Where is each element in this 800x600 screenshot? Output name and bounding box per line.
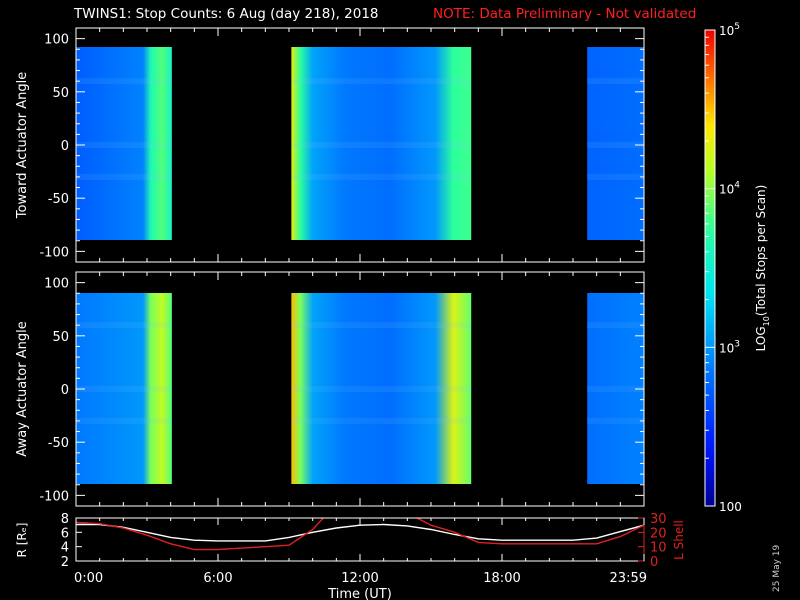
heatmap-band <box>76 386 172 392</box>
heatmap-band <box>587 78 644 85</box>
x-tick-label: 6:00 <box>203 571 232 586</box>
y-axis-label: Toward Actuator Angle <box>15 72 30 219</box>
orbit-right-tick-label: 20 <box>650 526 667 541</box>
title-note: NOTE: Data Preliminary - Not validated <box>433 6 697 22</box>
y-tick-label: 100 <box>44 33 69 48</box>
orbit-left-tick-label: 2 <box>61 555 69 570</box>
orbit-left-tick-label: 4 <box>61 541 69 556</box>
y-tick-label: 0 <box>61 383 69 398</box>
colorbar-scale <box>704 29 716 507</box>
heatmap-band <box>587 386 644 392</box>
orbit-left-tick-label: 8 <box>61 512 69 527</box>
orbit-left-tick-label: 6 <box>61 526 69 541</box>
x-tick-label: 0:00 <box>74 571 103 586</box>
colorbar: 100 103 104 105 LOG10(Total Stops per Scan) <box>704 22 771 514</box>
heatmap-segment-2 <box>291 293 472 484</box>
heatmap-band <box>587 417 644 424</box>
colorbar-tick-label: 100 <box>719 500 742 514</box>
heatmap-band <box>291 417 472 424</box>
heatmap-segment-3 <box>587 293 644 484</box>
heatmap-band <box>76 173 172 180</box>
orbit-line-r <box>76 523 644 542</box>
heatmap-band <box>291 173 472 180</box>
heatmap-panel-top: -100 -50 0 50 100 Toward Actuator Angle <box>15 27 645 263</box>
date-stamp: 25 May 19 <box>772 544 782 592</box>
y-tick-label: -50 <box>48 436 69 451</box>
heatmap-band <box>76 417 172 424</box>
y-axis-label: Away Actuator Angle <box>15 321 30 456</box>
orbit-right-tick-label: 0 <box>650 555 658 570</box>
heatmap-band <box>587 173 644 180</box>
y-tick-label: 50 <box>52 86 69 101</box>
y-tick-label: -100 <box>39 489 69 504</box>
y-tick-label: -100 <box>39 245 69 260</box>
x-tick-label: 18:00 <box>483 571 520 586</box>
heatmap-segment-1 <box>76 47 172 240</box>
heatmap-segment-1 <box>76 293 172 484</box>
x-tick-label: 23:59 <box>610 571 647 586</box>
y-tick-label: 0 <box>61 139 69 154</box>
heatmap-band <box>587 322 644 329</box>
y-tick-label: 100 <box>44 277 69 292</box>
heatmap-segment-3 <box>587 47 644 240</box>
x-axis-label: Time (UT) <box>327 587 392 600</box>
orbit-right-tick-label: 30 <box>650 512 667 527</box>
heatmap-band <box>291 322 472 329</box>
orbit-left-label: R [Rₑ] <box>15 523 29 558</box>
colorbar-tick-label: 104 <box>719 181 740 197</box>
title-main: TWINS1: Stop Counts: 6 Aug (day 218), 20… <box>74 6 379 22</box>
heatmap-band <box>291 142 472 148</box>
x-tick-label: 12:00 <box>341 571 378 586</box>
colorbar-tick-label: 105 <box>719 22 740 38</box>
heatmap-band <box>291 386 472 392</box>
colorbar-label: LOG10(Total Stops per Scan) <box>754 185 771 352</box>
orbit-right-label: L Shell <box>672 520 686 560</box>
heatmap-band <box>76 322 172 329</box>
heatmap-band <box>587 142 644 148</box>
heatmap-band <box>76 78 172 85</box>
heatmap-panel-bottom: -100 -50 0 50 100 Away Actuator Angle <box>15 271 645 507</box>
heatmap-band <box>291 78 472 85</box>
y-tick-label: -50 <box>48 192 69 207</box>
heatmap-band <box>76 142 172 148</box>
orbit-line-lshell <box>76 518 644 551</box>
y-tick-label: 50 <box>52 330 69 345</box>
orbit-right-tick-label: 10 <box>650 541 667 556</box>
colorbar-tick-label: 103 <box>719 339 740 355</box>
heatmap-segment-2 <box>291 47 472 240</box>
